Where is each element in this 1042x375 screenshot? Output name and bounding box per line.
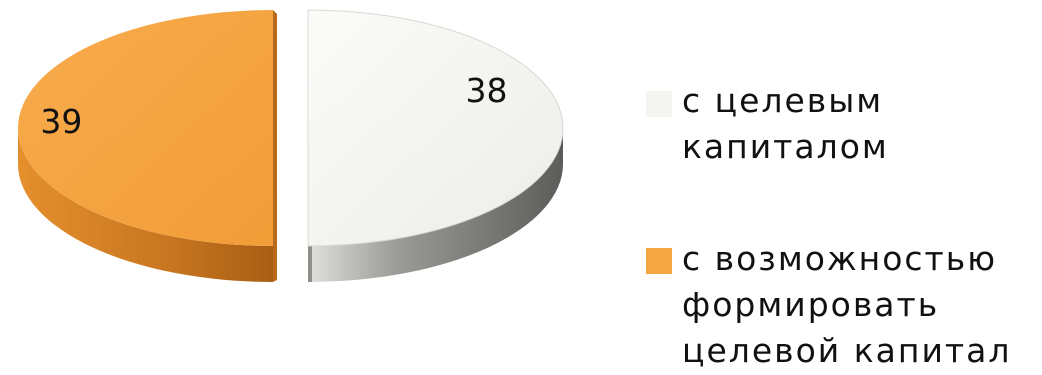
pie-slice-edge-target-capital: [308, 246, 312, 282]
pie-slice-possible-target-capital: [18, 10, 277, 282]
legend-swatch-possible-target-capital: [646, 248, 672, 274]
pie-slice-top-target-capital: [307, 9, 564, 247]
pie-slice-side-target-capital: [308, 128, 563, 282]
data-label-possible-target-capital: 39: [40, 102, 82, 141]
legend-label-target-capital: с целевым капиталом: [682, 81, 889, 166]
pie-slice-side-possible-target-capital: [18, 128, 273, 282]
pie-slice-top-possible-target-capital: [18, 10, 273, 246]
pie-chart: 38 39: [18, 9, 564, 282]
legend: с целевым капиталом с возможностью форми…: [646, 0, 1042, 375]
legend-swatch-target-capital: [646, 91, 672, 117]
data-label-target-capital: 38: [466, 71, 508, 110]
pie-slice-target-capital: [307, 9, 564, 282]
legend-label-possible-target-capital: с возможностью формировать целевой капит…: [682, 239, 1012, 370]
pie-slice-edge-possible-target-capital: [273, 10, 277, 282]
